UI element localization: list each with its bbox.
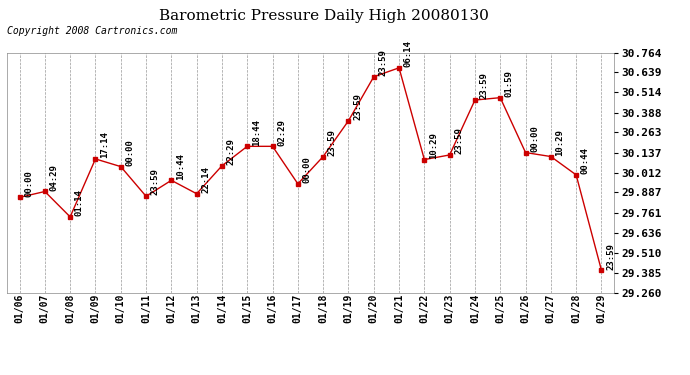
Text: 01:14: 01:14 [75,189,83,216]
Text: 10:44: 10:44 [176,153,185,180]
Text: 23:59: 23:59 [480,72,489,99]
Text: 06:14: 06:14 [404,40,413,67]
Text: 23:59: 23:59 [606,243,615,270]
Text: 23:59: 23:59 [328,129,337,156]
Text: Barometric Pressure Daily High 20080130: Barometric Pressure Daily High 20080130 [159,9,489,23]
Text: 22:29: 22:29 [226,138,235,165]
Text: 00:00: 00:00 [24,170,33,196]
Text: 00:00: 00:00 [530,125,539,152]
Text: 22:14: 22:14 [201,166,210,193]
Text: 04:29: 04:29 [50,164,59,191]
Text: 17:14: 17:14 [100,131,109,158]
Text: 00:00: 00:00 [126,139,135,166]
Text: 10:29: 10:29 [555,129,564,156]
Text: 00:44: 00:44 [581,147,590,174]
Text: 00:00: 00:00 [302,156,311,183]
Text: 23:59: 23:59 [378,49,387,76]
Text: Copyright 2008 Cartronics.com: Copyright 2008 Cartronics.com [7,26,177,36]
Text: 18:44: 18:44 [252,118,261,146]
Text: 23:59: 23:59 [150,169,159,195]
Text: 23:59: 23:59 [353,93,362,120]
Text: 10:29: 10:29 [429,132,438,159]
Text: 01:59: 01:59 [505,70,514,97]
Text: 23:59: 23:59 [454,127,463,154]
Text: 02:29: 02:29 [277,118,286,146]
